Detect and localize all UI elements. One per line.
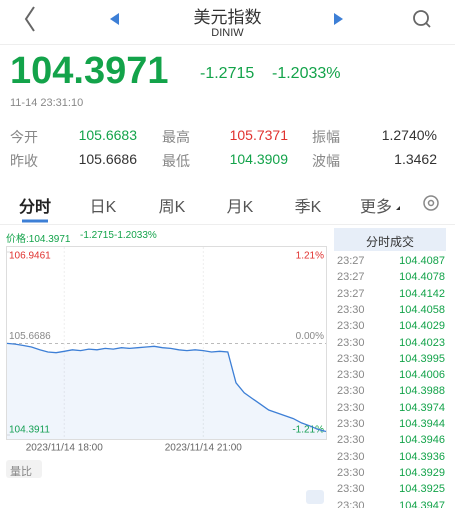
stat-value: 104.3909 (229, 151, 288, 167)
trade-price: 104.3936 (399, 450, 445, 463)
trade-price: 104.3944 (399, 418, 445, 430)
trades-header-bg (334, 228, 446, 251)
search-icon[interactable] (413, 10, 429, 26)
tab[interactable]: 季K (294, 199, 322, 216)
more-arrow (396, 206, 400, 210)
trade-price: 104.3946 (399, 434, 445, 447)
stat-label: 最高 (162, 129, 190, 145)
settings-icon[interactable] (423, 195, 439, 211)
trade-price: 104.4142 (399, 287, 445, 300)
trade-price: 104.4006 (399, 369, 445, 382)
quote-time: 11-14 23:31:10 (10, 97, 84, 109)
back-icon[interactable] (24, 6, 35, 32)
line-area (7, 343, 326, 439)
y-tick-label: 106.9461 (9, 251, 51, 262)
stat-label: 最低 (162, 153, 190, 169)
stat-label: 振幅 (312, 129, 340, 145)
trade-time: 23:27 (337, 271, 365, 284)
trade-time: 23:30 (337, 434, 365, 447)
trade-time: 23:30 (337, 336, 365, 349)
trade-price: 104.3929 (399, 466, 445, 479)
prev-icon[interactable] (110, 13, 119, 25)
pct-label: -1.21% (292, 425, 324, 436)
stat-value: 1.3462 (394, 151, 437, 167)
volume-button[interactable]: 量比 (10, 466, 32, 478)
trades-title: 分时成交 (365, 235, 414, 249)
trade-time: 23:30 (337, 483, 365, 496)
trade-price: 104.3947 (399, 499, 445, 508)
title: 美元指数 (193, 8, 262, 27)
tab[interactable]: 月K (226, 199, 254, 216)
volume-button-bg[interactable] (6, 460, 42, 478)
trade-price: 104.4078 (399, 271, 445, 284)
x-tick-label: 2023/11/14 21:00 (165, 443, 243, 454)
pct-label: 0.00% (296, 331, 324, 342)
tab[interactable]: 分时 (18, 199, 51, 216)
x-tick-label: 2023/11/14 18:00 (26, 443, 104, 454)
info-price: 价格:104.3971 (6, 234, 71, 245)
trade-time: 23:30 (337, 369, 365, 382)
trade-time: 23:27 (337, 255, 365, 267)
expand-icon[interactable] (306, 490, 324, 504)
stat-label: 波幅 (312, 153, 340, 169)
stat-value: 1.2740% (381, 127, 437, 143)
price: 104.3971 (10, 50, 169, 92)
chart-frame (6, 246, 327, 440)
stat-value: 105.7371 (229, 127, 288, 143)
trade-time: 23:30 (337, 401, 365, 414)
settings-icon-core (427, 199, 435, 207)
trade-time: 23:30 (337, 499, 365, 508)
stat-value: 105.6683 (78, 127, 137, 143)
trade-price: 104.3974 (399, 401, 445, 414)
trade-time: 23:30 (337, 385, 365, 398)
y-tick-label: 104.3911 (9, 425, 50, 436)
trade-time: 23:30 (337, 418, 365, 430)
stat-label: 今开 (10, 129, 38, 145)
trade-time: 23:30 (337, 352, 365, 365)
change-pct: -1.2033% (272, 65, 341, 82)
trade-price: 104.4023 (399, 336, 445, 349)
tab[interactable]: 日K (89, 199, 117, 216)
stat-value: 105.6686 (78, 151, 137, 167)
trade-price: 104.4058 (399, 303, 445, 316)
change: -1.2715 (200, 65, 255, 82)
tab[interactable]: 周K (158, 199, 186, 216)
stat-label: 昨收 (10, 153, 38, 169)
trade-time: 23:30 (337, 303, 365, 316)
search-icon-handle (425, 22, 431, 28)
y-tick-label: 105.6686 (9, 331, 51, 342)
tab[interactable]: 更多 (359, 199, 392, 216)
pct-label: 1.21% (296, 251, 324, 262)
info-change-pct: -1.2033% (114, 230, 157, 241)
next-icon[interactable] (334, 13, 343, 25)
trade-price: 104.3988 (399, 385, 445, 398)
trade-time: 23:30 (337, 320, 365, 333)
trade-time: 23:30 (337, 466, 365, 479)
trade-price: 104.4029 (399, 320, 445, 333)
trade-price: 104.3995 (399, 352, 445, 365)
trade-time: 23:30 (337, 450, 365, 463)
subtitle: DINIW (211, 27, 244, 39)
trade-price: 104.3925 (399, 483, 445, 496)
price-line (6, 342, 327, 433)
info-change: -1.2715 (80, 230, 114, 241)
trade-price: 104.4087 (399, 255, 445, 267)
trade-time: 23:27 (337, 287, 365, 300)
